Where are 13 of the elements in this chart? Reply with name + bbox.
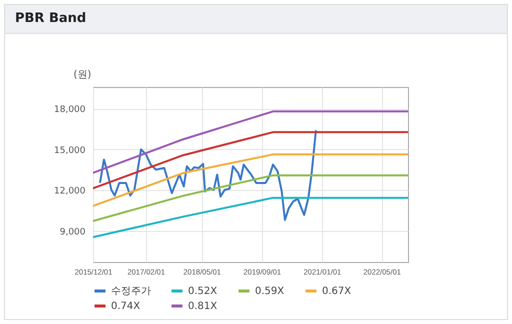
legend-label: 0.67X bbox=[322, 286, 352, 297]
y-axis-title: (원) bbox=[74, 70, 92, 80]
legend-label: 0.74X bbox=[111, 301, 140, 312]
legend-label: 수정주가 bbox=[111, 286, 151, 297]
y-tick-label: 9,000 bbox=[60, 227, 86, 238]
line-series bbox=[99, 130, 317, 221]
y-tick-label: 18,000 bbox=[54, 105, 86, 116]
y-tick-label: 15,000 bbox=[54, 146, 86, 156]
legend-label: 0.52X bbox=[188, 286, 218, 297]
legend-label: 0.59X bbox=[255, 286, 284, 297]
y-tick-label: 12,000 bbox=[54, 186, 86, 197]
legend-label: 0.81X bbox=[188, 301, 218, 312]
chart-title: PBR Band bbox=[5, 5, 507, 34]
